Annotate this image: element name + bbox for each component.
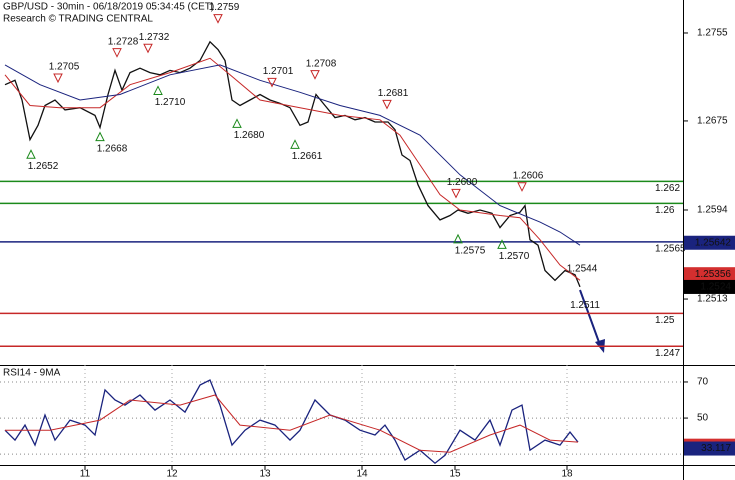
series-line	[4, 379, 579, 465]
level-label: 1.26	[655, 205, 675, 216]
level-label: 1.247	[655, 348, 680, 359]
forecast-arrow	[579, 289, 601, 346]
level-label: 1.25	[655, 315, 675, 326]
peak-marker	[267, 77, 277, 88]
chart-subtitle: Research © TRADING CENTRAL	[3, 14, 153, 25]
x-tick-label: 15	[449, 469, 461, 480]
y-tick-label: 1.2513	[697, 294, 728, 305]
peak-label: 1.2600	[447, 177, 478, 188]
x-tick-label: 18	[561, 469, 573, 480]
trough-marker	[26, 149, 36, 159]
x-tick-label: 12	[166, 469, 178, 480]
note-label: 1.2511	[570, 300, 600, 311]
price-tag	[684, 279, 735, 294]
y-tick-label: 50	[697, 413, 709, 424]
level-label: 1.262	[655, 183, 680, 194]
level-label: 1.2565	[655, 244, 686, 255]
price-tag-label: 1.25356	[695, 269, 732, 280]
trough-label: 1.2680	[234, 130, 265, 141]
trough-marker	[95, 131, 105, 142]
peak-label: 1.2708	[306, 58, 337, 69]
chart-title: GBP/USD - 30min - 06/18/2019 05:34:45 (C…	[3, 2, 214, 13]
peak-marker	[382, 99, 392, 110]
price-tag-label: 1.25642	[695, 237, 732, 248]
trough-marker	[232, 118, 242, 128]
peak-label: 1.2606	[513, 170, 544, 181]
trough-label: 1.2661	[292, 151, 323, 162]
peak-marker	[517, 182, 527, 192]
peak-label: 1.2732	[139, 32, 170, 43]
trough-label: 1.2575	[455, 246, 486, 257]
peak-marker	[112, 48, 122, 58]
peak-label: 1.2759	[209, 2, 240, 13]
x-tick-label: 13	[259, 469, 271, 480]
peak-label: 1.2728	[108, 36, 139, 47]
trough-label: 1.2570	[499, 251, 530, 262]
price-tag	[684, 235, 735, 250]
series-line	[4, 57, 581, 281]
peak-marker	[143, 43, 153, 54]
price-tag	[684, 267, 735, 282]
trough-label: 1.2668	[97, 143, 128, 154]
series-line	[4, 40, 581, 288]
trough-label: 1.2710	[155, 97, 186, 108]
peak-label: 1.2705	[49, 62, 80, 73]
x-tick-label: 11	[80, 469, 91, 480]
y-tick-label: 70	[697, 377, 709, 388]
peak-marker	[53, 73, 63, 84]
y-tick-label: 1.2594	[697, 205, 728, 216]
y-tick-label: 1.2755	[697, 28, 728, 39]
price-tag-label: 33.117	[701, 443, 731, 454]
series-line	[5, 394, 579, 453]
note-label: 1.2544	[567, 264, 598, 275]
peak-marker	[213, 14, 223, 24]
y-tick-label: 1.2675	[697, 116, 728, 127]
trough-marker	[497, 239, 507, 249]
rsi-title: RSI14 - 9MA	[3, 368, 61, 379]
trough-marker	[153, 85, 163, 95]
price-tag-label: 1.2524	[700, 282, 731, 293]
trough-marker	[453, 233, 463, 244]
x-tick-label: 14	[356, 469, 368, 480]
trough-marker	[290, 139, 300, 149]
peak-marker	[451, 188, 461, 199]
series-line	[4, 64, 581, 246]
peak-label: 1.2681	[378, 88, 409, 99]
peak-label: 1.2701	[263, 66, 294, 77]
trough-label: 1.2652	[28, 161, 59, 172]
peak-marker	[310, 70, 320, 80]
price-tag	[684, 441, 735, 456]
